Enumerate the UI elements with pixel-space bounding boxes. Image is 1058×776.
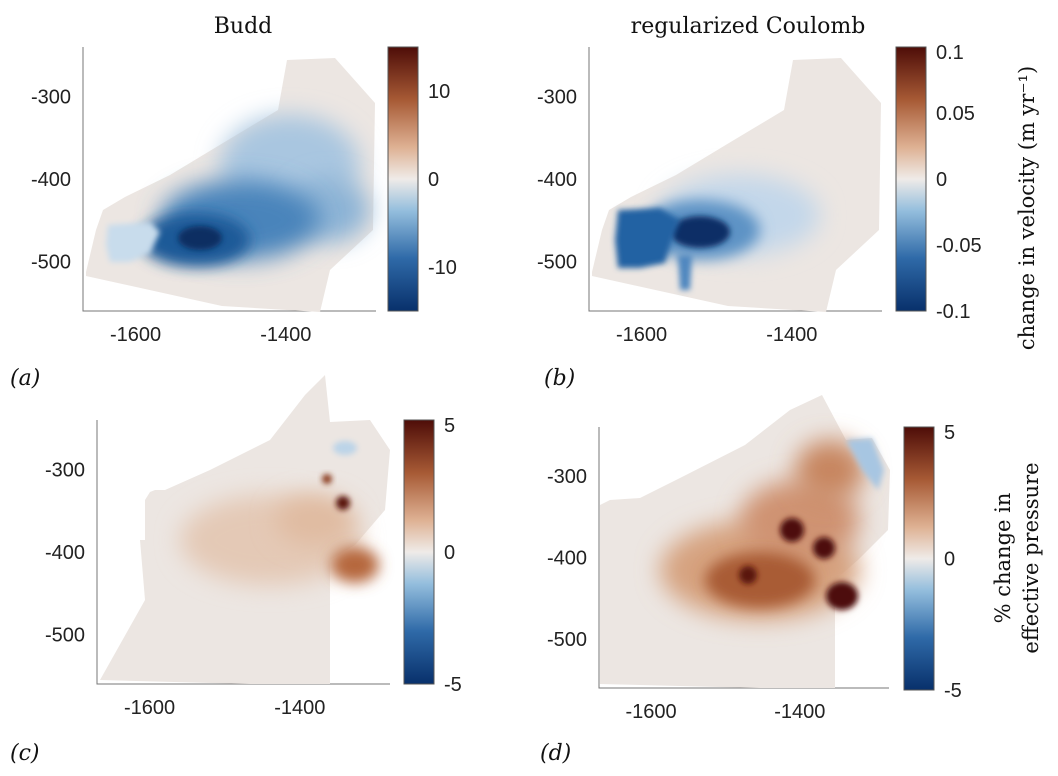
panel-label-d: (d)	[540, 741, 571, 766]
panel-d-colorbar-tick-label: 0	[944, 549, 955, 571]
panel-d-colorbar-label-line1: % change in	[991, 493, 1015, 624]
panel-a-axes	[82, 47, 376, 312]
panel-c-y-tick-label: -300	[45, 460, 85, 482]
panel-c-y-tick-label: -400	[45, 542, 85, 564]
panel-b-y-tick-label: -400	[537, 169, 577, 191]
panel-c-field	[180, 441, 379, 585]
panel-d-field	[660, 438, 884, 620]
panel-b-y-tick-label: -300	[537, 87, 577, 109]
panel-a-colorbar-tick-label: 0	[428, 169, 439, 191]
panel-a-y-tick-label: -400	[31, 169, 71, 191]
panel-d-y-tick-label: -500	[547, 629, 587, 651]
panel-b-colorbar-label: change in velocity (m yr⁻¹)	[1015, 66, 1039, 350]
panel-b-title: regularized Coulomb	[631, 14, 866, 39]
panel-c-colorbar-tick-label: -5	[444, 674, 462, 696]
panel-a-title: Budd	[214, 14, 273, 39]
panel-label-c: (c)	[10, 741, 40, 766]
panel-a-colorbar-tick-label: 10	[428, 81, 450, 103]
panel-c-x-tick-label: -1600	[124, 697, 175, 719]
panel-b-colorbar-tick-label: 0.1	[936, 42, 964, 64]
panel-d: % change in effective pressure	[598, 395, 1043, 691]
panel-c	[96, 375, 435, 685]
panel-c-colorbar	[403, 419, 435, 685]
panel-b-colorbar-tick-label: 0	[936, 169, 947, 191]
panel-b-colorbar	[895, 46, 927, 312]
panel-a: Budd	[82, 14, 419, 312]
panel-a-y-tick-label: -300	[31, 87, 71, 109]
panel-d-colorbar-label-line2: effective pressure	[1019, 462, 1043, 653]
panel-d-x-tick-label: -1400	[774, 701, 825, 723]
panel-a-x-tick-label: -1400	[260, 324, 311, 346]
panel-c-y-tick-label: -500	[45, 625, 85, 647]
panel-b-colorbar-tick-label: -0.05	[936, 235, 982, 257]
panel-d-x-tick-label: -1600	[625, 701, 676, 723]
panel-b-x-tick-label: -1400	[766, 324, 817, 346]
panel-d-y-tick-label: -400	[547, 548, 587, 570]
panel-a-colorbar-tick-label: -10	[428, 257, 457, 279]
panel-b-axes	[588, 47, 882, 312]
panel-d-colorbar	[903, 426, 935, 691]
panel-b-colorbar-tick-label: 0.05	[936, 103, 975, 125]
panel-b-colorbar-tick-label: -0.1	[936, 301, 970, 323]
panel-c-colorbar-tick-label: 0	[444, 542, 455, 564]
panel-b-y-tick-label: -500	[537, 252, 577, 274]
panel-d-y-tick-label: -300	[547, 466, 587, 488]
panel-b: regularized Coulomb change in velocity (…	[588, 14, 1039, 350]
panel-b-x-tick-label: -1600	[616, 324, 667, 346]
panel-a-colorbar	[387, 46, 419, 312]
panel-a-field	[106, 115, 370, 267]
panel-a-x-tick-label: -1600	[110, 324, 161, 346]
panel-label-a: (a)	[10, 366, 40, 391]
panel-b-field	[615, 175, 820, 290]
panel-d-colorbar-tick-label: 5	[944, 422, 955, 444]
panel-label-b: (b)	[544, 366, 575, 391]
panel-a-y-tick-label: -500	[31, 252, 71, 274]
panel-c-colorbar-tick-label: 5	[444, 415, 455, 437]
panel-c-x-tick-label: -1400	[274, 697, 325, 719]
panel-d-colorbar-tick-label: -5	[944, 680, 962, 702]
